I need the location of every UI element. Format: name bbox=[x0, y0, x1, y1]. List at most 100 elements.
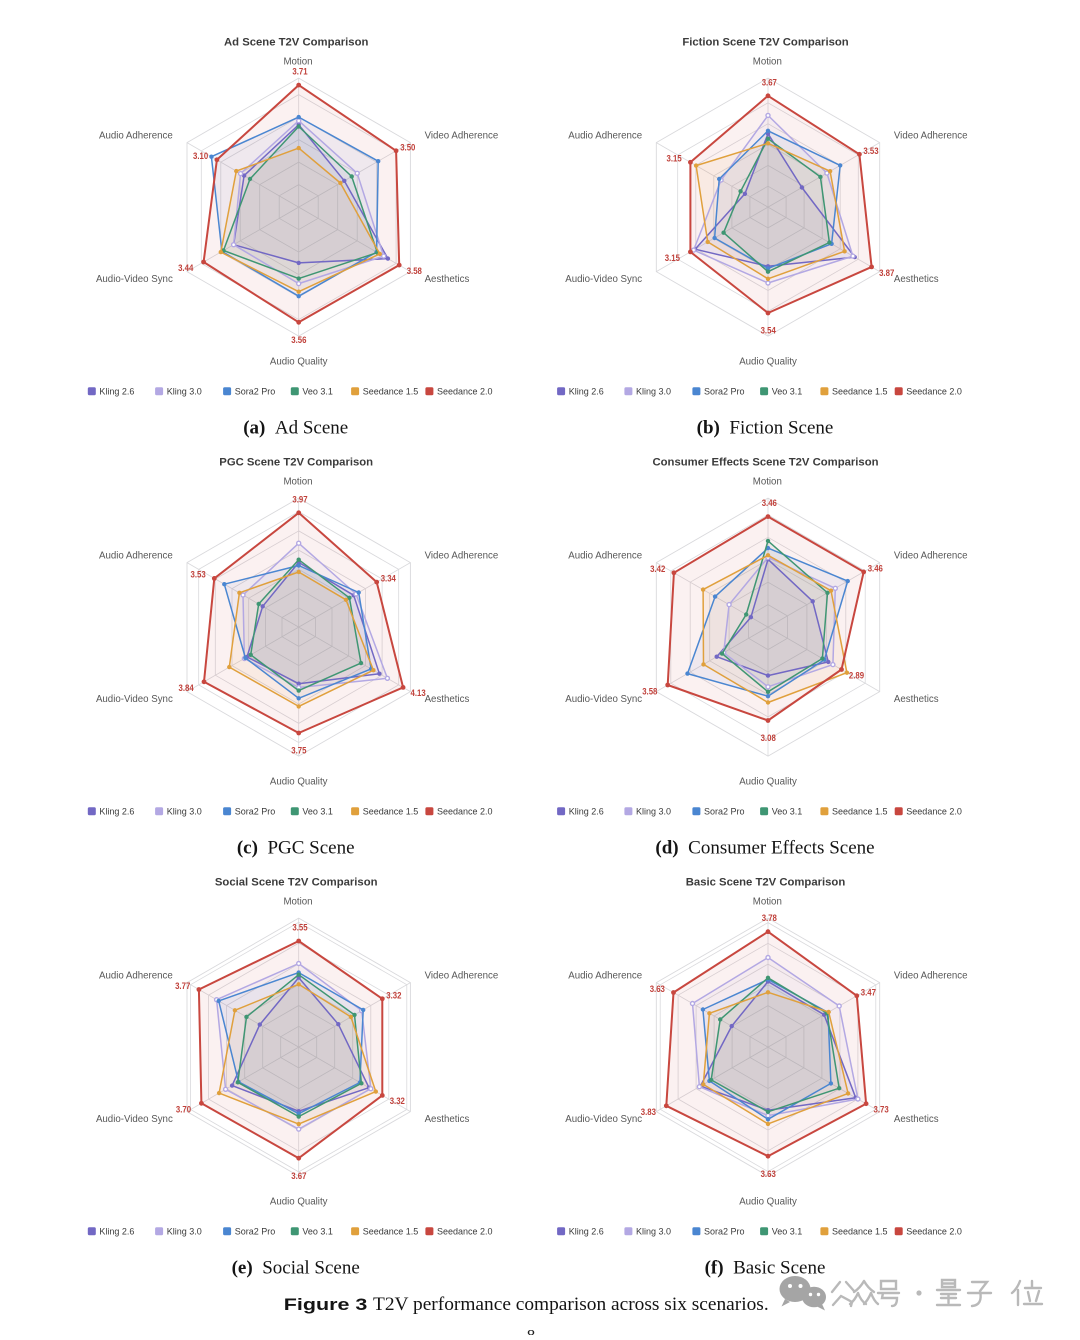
svg-text:3.87: 3.87 bbox=[879, 268, 894, 278]
svg-text:Kling 3.0: Kling 3.0 bbox=[636, 806, 671, 816]
svg-text:Audio Quality: Audio Quality bbox=[739, 356, 797, 367]
svg-text:Seedance 2.0: Seedance 2.0 bbox=[906, 806, 962, 816]
svg-text:3.53: 3.53 bbox=[191, 570, 206, 580]
svg-text:3.50: 3.50 bbox=[400, 142, 415, 152]
svg-text:Audio Adherence: Audio Adherence bbox=[568, 971, 642, 982]
svg-text:Veo 3.1: Veo 3.1 bbox=[302, 1226, 333, 1236]
svg-text:Audio Adherence: Audio Adherence bbox=[568, 131, 642, 142]
svg-text:3.70: 3.70 bbox=[176, 1105, 191, 1115]
svg-text:(a) Ad Scene: (a) Ad Scene bbox=[243, 417, 348, 438]
svg-text:3.34: 3.34 bbox=[381, 574, 396, 584]
svg-text:Kling 2.6: Kling 2.6 bbox=[99, 1226, 134, 1236]
svg-text:3.63: 3.63 bbox=[650, 984, 665, 994]
svg-text:Seedance 1.5: Seedance 1.5 bbox=[832, 806, 888, 816]
svg-text:Audio Adherence: Audio Adherence bbox=[568, 551, 642, 562]
svg-text:Audio-Video Sync: Audio-Video Sync bbox=[565, 274, 642, 285]
svg-text:(c) PGC Scene: (c) PGC Scene bbox=[237, 837, 355, 858]
svg-text:Audio-Video Sync: Audio-Video Sync bbox=[96, 274, 173, 285]
svg-text:Sora2 Pro: Sora2 Pro bbox=[235, 1226, 276, 1236]
svg-text:Seedance 1.5: Seedance 1.5 bbox=[363, 386, 419, 396]
svg-text:Audio Quality: Audio Quality bbox=[270, 1196, 328, 1207]
svg-text:Seedance 2.0: Seedance 2.0 bbox=[437, 1226, 493, 1236]
svg-text:Aesthetics: Aesthetics bbox=[894, 1114, 939, 1125]
svg-text:Kling 2.6: Kling 2.6 bbox=[569, 386, 604, 396]
svg-text:Motion: Motion bbox=[283, 57, 312, 68]
svg-text:Consumer Effects Scene T2V Com: Consumer Effects Scene T2V Comparison bbox=[653, 457, 879, 469]
svg-text:Kling 3.0: Kling 3.0 bbox=[167, 1226, 202, 1236]
svg-text:Sora2 Pro: Sora2 Pro bbox=[235, 806, 276, 816]
svg-text:Audio Quality: Audio Quality bbox=[739, 1196, 797, 1207]
svg-text:3.54: 3.54 bbox=[761, 326, 776, 336]
svg-text:Sora2 Pro: Sora2 Pro bbox=[704, 1226, 745, 1236]
svg-text:Kling 3.0: Kling 3.0 bbox=[167, 386, 202, 396]
svg-text:Kling 2.6: Kling 2.6 bbox=[569, 806, 604, 816]
svg-text:3.32: 3.32 bbox=[390, 1096, 405, 1106]
svg-text:Seedance 1.5: Seedance 1.5 bbox=[363, 1226, 419, 1236]
svg-text:3.71: 3.71 bbox=[292, 67, 307, 77]
svg-text:Kling 3.0: Kling 3.0 bbox=[636, 386, 671, 396]
svg-text:3.32: 3.32 bbox=[386, 990, 401, 1000]
svg-text:Ad Scene T2V Comparison: Ad Scene T2V Comparison bbox=[224, 37, 368, 49]
svg-text:(e) Social Scene: (e) Social Scene bbox=[232, 1257, 360, 1278]
svg-text:Aesthetics: Aesthetics bbox=[425, 694, 470, 705]
svg-text:2.89: 2.89 bbox=[849, 670, 864, 680]
svg-text:3.10: 3.10 bbox=[193, 151, 208, 161]
svg-text:Basic Scene T2V Comparison: Basic Scene T2V Comparison bbox=[686, 877, 846, 889]
svg-text:Veo 3.1: Veo 3.1 bbox=[772, 1226, 803, 1236]
svg-text:Sora2 Pro: Sora2 Pro bbox=[704, 806, 745, 816]
svg-text:Sora2 Pro: Sora2 Pro bbox=[235, 386, 276, 396]
svg-text:4.13: 4.13 bbox=[411, 688, 426, 698]
svg-text:Seedance 1.5: Seedance 1.5 bbox=[832, 1226, 888, 1236]
svg-text:3.15: 3.15 bbox=[667, 154, 682, 164]
svg-text:3.83: 3.83 bbox=[641, 1107, 656, 1117]
svg-text:Seedance 2.0: Seedance 2.0 bbox=[906, 1226, 962, 1236]
svg-text:3.15: 3.15 bbox=[665, 253, 680, 263]
svg-text:Kling 2.6: Kling 2.6 bbox=[99, 806, 134, 816]
svg-text:Audio-Video Sync: Audio-Video Sync bbox=[565, 1114, 642, 1125]
svg-text:Veo 3.1: Veo 3.1 bbox=[772, 386, 803, 396]
svg-text:Motion: Motion bbox=[283, 897, 312, 908]
svg-text:Social Scene T2V Comparison: Social Scene T2V Comparison bbox=[215, 877, 378, 889]
svg-text:Audio-Video Sync: Audio-Video Sync bbox=[96, 1114, 173, 1125]
svg-text:Audio Quality: Audio Quality bbox=[270, 776, 328, 787]
svg-text:Veo 3.1: Veo 3.1 bbox=[302, 806, 333, 816]
svg-text:Video Adherence: Video Adherence bbox=[425, 131, 499, 142]
svg-text:3.75: 3.75 bbox=[291, 746, 306, 756]
svg-text:Sora2 Pro: Sora2 Pro bbox=[704, 386, 745, 396]
svg-text:3.08: 3.08 bbox=[761, 733, 776, 743]
svg-text:Video Adherence: Video Adherence bbox=[894, 551, 968, 562]
svg-text:3.56: 3.56 bbox=[291, 335, 306, 345]
svg-text:Aesthetics: Aesthetics bbox=[894, 274, 939, 285]
svg-text:Motion: Motion bbox=[753, 897, 782, 908]
svg-text:3.46: 3.46 bbox=[868, 563, 883, 573]
svg-text:Audio Adherence: Audio Adherence bbox=[99, 131, 173, 142]
svg-text:Audio Adherence: Audio Adherence bbox=[99, 551, 173, 562]
svg-text:Kling 2.6: Kling 2.6 bbox=[99, 386, 134, 396]
svg-text:Seedance 2.0: Seedance 2.0 bbox=[437, 386, 493, 396]
svg-text:3.84: 3.84 bbox=[179, 683, 194, 693]
svg-text:Video Adherence: Video Adherence bbox=[425, 971, 499, 982]
svg-text:3.67: 3.67 bbox=[291, 1171, 306, 1181]
svg-text:(f) Basic Scene: (f) Basic Scene bbox=[705, 1257, 826, 1278]
svg-text:Audio Quality: Audio Quality bbox=[739, 776, 797, 787]
svg-text:Seedance 1.5: Seedance 1.5 bbox=[832, 386, 888, 396]
svg-text:Motion: Motion bbox=[753, 477, 782, 488]
svg-text:Video Adherence: Video Adherence bbox=[894, 131, 968, 142]
svg-text:3.46: 3.46 bbox=[762, 498, 777, 508]
svg-text:Seedance 2.0: Seedance 2.0 bbox=[906, 386, 962, 396]
svg-text:8: 8 bbox=[527, 1326, 536, 1335]
svg-text:3.67: 3.67 bbox=[762, 77, 777, 87]
svg-text:Aesthetics: Aesthetics bbox=[425, 1114, 470, 1125]
svg-text:Kling 3.0: Kling 3.0 bbox=[636, 1226, 671, 1236]
svg-text:Audio Adherence: Audio Adherence bbox=[99, 971, 173, 982]
svg-text:Video Adherence: Video Adherence bbox=[894, 971, 968, 982]
svg-text:3.53: 3.53 bbox=[863, 146, 878, 156]
svg-text:Video Adherence: Video Adherence bbox=[425, 551, 499, 562]
svg-text:3.97: 3.97 bbox=[292, 494, 307, 504]
svg-text:T2V performance comparison acr: T2V performance comparison across six sc… bbox=[373, 1294, 769, 1315]
svg-text:Figure 3: Figure 3 bbox=[284, 1296, 368, 1314]
svg-text:(b) Fiction Scene: (b) Fiction Scene bbox=[697, 417, 834, 438]
svg-text:Audio-Video Sync: Audio-Video Sync bbox=[565, 694, 642, 705]
svg-text:3.42: 3.42 bbox=[650, 564, 665, 574]
svg-text:Aesthetics: Aesthetics bbox=[425, 274, 470, 285]
